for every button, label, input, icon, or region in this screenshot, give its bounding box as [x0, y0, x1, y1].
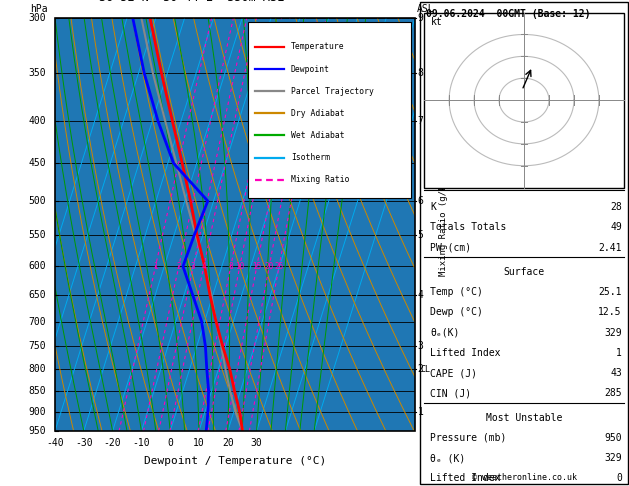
Text: 36°52'N  30°44'E  350m ASL: 36°52'N 30°44'E 350m ASL: [99, 0, 284, 3]
Text: 750: 750: [28, 341, 46, 351]
Text: 9: 9: [418, 13, 423, 23]
Text: CIN (J): CIN (J): [430, 388, 472, 399]
Text: CL: CL: [421, 365, 431, 374]
Text: Mixing Ratio (g/kg): Mixing Ratio (g/kg): [439, 174, 448, 276]
Text: θₑ (K): θₑ (K): [430, 453, 465, 463]
Text: -10: -10: [133, 438, 150, 449]
Text: 4: 4: [418, 290, 423, 300]
Text: 28: 28: [610, 202, 621, 212]
Text: 30: 30: [251, 438, 262, 449]
Text: 850: 850: [28, 386, 46, 396]
Text: Lifted Index: Lifted Index: [430, 348, 501, 358]
Text: 285: 285: [604, 388, 621, 399]
Text: Dry Adiabat: Dry Adiabat: [291, 109, 345, 118]
Text: Isotherm: Isotherm: [291, 153, 330, 162]
Text: 1: 1: [616, 348, 621, 358]
Text: -30: -30: [75, 438, 92, 449]
Text: 450: 450: [28, 158, 46, 168]
Text: Dewpoint: Dewpoint: [291, 65, 330, 73]
Text: 8: 8: [418, 68, 423, 78]
Text: 800: 800: [28, 364, 46, 374]
Text: 1: 1: [418, 407, 423, 417]
Bar: [424, 13, 624, 188]
Text: -40: -40: [46, 438, 64, 449]
Text: 49: 49: [610, 223, 621, 232]
Text: 4: 4: [201, 262, 206, 271]
Text: 15: 15: [252, 262, 262, 271]
Text: Totals Totals: Totals Totals: [430, 223, 507, 232]
Text: 25: 25: [274, 262, 284, 271]
Text: kt: kt: [430, 17, 442, 27]
Text: 329: 329: [604, 328, 621, 338]
Text: 5: 5: [418, 230, 423, 240]
Text: 2.41: 2.41: [598, 243, 621, 253]
Text: 650: 650: [28, 290, 46, 300]
Text: 3: 3: [418, 341, 423, 351]
Text: -20: -20: [104, 438, 121, 449]
Text: 20: 20: [222, 438, 234, 449]
Text: 300: 300: [28, 13, 46, 23]
Text: 2: 2: [177, 262, 181, 271]
Text: 43: 43: [610, 368, 621, 378]
Text: CAPE (J): CAPE (J): [430, 368, 477, 378]
Text: 950: 950: [28, 426, 46, 436]
Text: 8: 8: [228, 262, 233, 271]
Text: 500: 500: [28, 196, 46, 206]
Text: 550: 550: [28, 230, 46, 240]
Text: Dewp (°C): Dewp (°C): [430, 308, 483, 317]
Text: 20: 20: [265, 262, 274, 271]
Text: Wet Adiabat: Wet Adiabat: [291, 131, 345, 140]
Text: 700: 700: [28, 316, 46, 327]
Text: km
ASL: km ASL: [417, 0, 435, 14]
Bar: [248, 22, 411, 198]
Text: 600: 600: [28, 261, 46, 271]
Text: 400: 400: [28, 116, 46, 126]
Text: 7: 7: [418, 116, 423, 126]
Text: 1: 1: [153, 262, 158, 271]
Text: Lifted Index: Lifted Index: [430, 473, 501, 484]
Text: Dewpoint / Temperature (°C): Dewpoint / Temperature (°C): [144, 456, 326, 466]
Text: 329: 329: [604, 453, 621, 463]
Text: Temp (°C): Temp (°C): [430, 287, 483, 297]
Text: 3: 3: [191, 262, 196, 271]
Text: Surface: Surface: [503, 267, 545, 277]
Text: Pressure (mb): Pressure (mb): [430, 433, 507, 443]
Text: 0: 0: [616, 473, 621, 484]
Text: 900: 900: [28, 407, 46, 417]
Text: Parcel Trajectory: Parcel Trajectory: [291, 87, 374, 96]
Text: PW (cm): PW (cm): [430, 243, 472, 253]
Text: © weatheronline.co.uk: © weatheronline.co.uk: [472, 472, 577, 482]
Text: 6: 6: [418, 196, 423, 206]
Text: Temperature: Temperature: [291, 42, 345, 52]
Text: 950: 950: [604, 433, 621, 443]
Text: 10: 10: [235, 262, 245, 271]
Text: K: K: [430, 202, 437, 212]
Text: 350: 350: [28, 68, 46, 78]
Text: hPa: hPa: [30, 4, 47, 14]
Text: 12.5: 12.5: [598, 308, 621, 317]
Text: θₑ(K): θₑ(K): [430, 328, 460, 338]
Text: Mixing Ratio: Mixing Ratio: [291, 175, 349, 184]
Text: Most Unstable: Most Unstable: [486, 413, 562, 423]
Text: 2: 2: [418, 364, 423, 374]
Text: 25.1: 25.1: [598, 287, 621, 297]
Text: 0: 0: [167, 438, 173, 449]
Text: 09.06.2024  00GMT (Base: 12): 09.06.2024 00GMT (Base: 12): [426, 9, 591, 19]
Text: 10: 10: [193, 438, 205, 449]
